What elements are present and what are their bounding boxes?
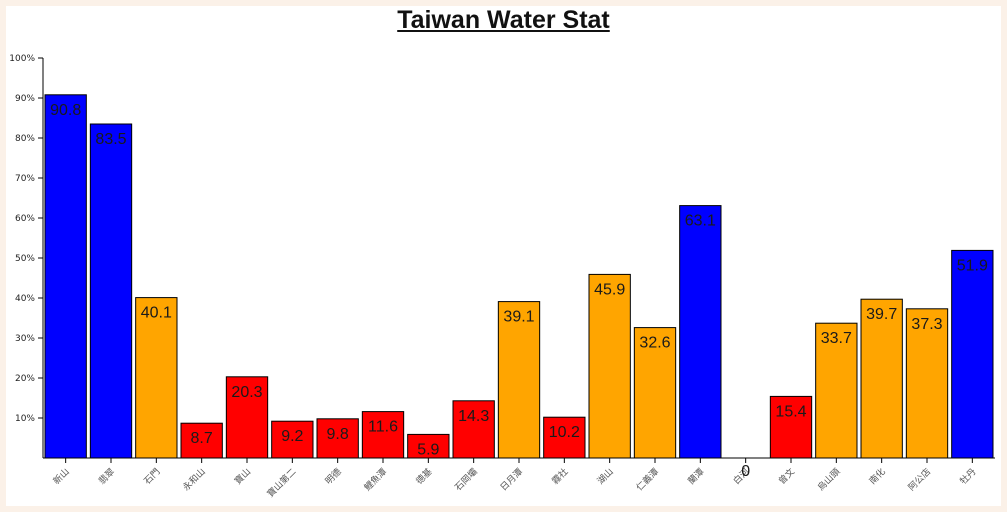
data-label: 5.9 bbox=[417, 441, 439, 458]
x-tick-label: 蘭潭 bbox=[685, 466, 706, 487]
bar-烏山頭[interactable] bbox=[815, 322, 858, 459]
y-tick-label: 50% bbox=[15, 254, 35, 264]
data-label: 0 bbox=[741, 463, 750, 480]
x-tick-label: 鯉魚潭 bbox=[362, 466, 390, 494]
y-tick-label: 20% bbox=[15, 374, 35, 384]
x-tick-label: 德基 bbox=[413, 466, 434, 487]
y-tick-label: 80% bbox=[15, 134, 35, 144]
y-tick-label: 70% bbox=[15, 174, 35, 184]
bar-日月潭[interactable] bbox=[497, 301, 541, 459]
x-tick-label: 石岡壩 bbox=[453, 466, 480, 493]
data-label: 32.6 bbox=[639, 335, 670, 352]
data-label: 45.9 bbox=[594, 281, 625, 298]
x-tick-label: 霧社 bbox=[549, 466, 570, 487]
x-tick-label: 明德 bbox=[323, 466, 344, 487]
x-tick-label: 牡丹 bbox=[957, 466, 978, 487]
x-tick-label: 烏山頭 bbox=[815, 466, 843, 494]
data-label: 8.7 bbox=[191, 430, 213, 447]
x-axis: 新山 翡翠 石門 永和山 寶山 寶山第二 明德 鯉魚潭 德基 石岡壩 日月潭 霧社 湖山 仁義潭 蘭潭 白河曾… bbox=[43, 457, 995, 500]
data-label: 9.2 bbox=[281, 428, 303, 445]
data-label: 14.3 bbox=[458, 408, 489, 425]
x-tick-label: 永和山 bbox=[180, 466, 208, 494]
data-label: 9.8 bbox=[327, 426, 349, 443]
data-label: 33.7 bbox=[821, 330, 852, 347]
x-tick-label: 仁義潭 bbox=[634, 466, 662, 494]
y-tick-label: 60% bbox=[15, 214, 35, 224]
x-tick-label: 南化 bbox=[867, 466, 888, 487]
y-tick-label: 10% bbox=[15, 414, 35, 424]
bar-永和山[interactable] bbox=[180, 422, 223, 459]
bar-霧社[interactable] bbox=[543, 416, 586, 459]
data-label: 63.1 bbox=[685, 213, 716, 230]
data-labels-group: 90.8 83.5 40.1 8.7 20.3 9.2 9.8 11.6 5.9 14.3 39.1… bbox=[50, 102, 988, 480]
y-tick-label: 40% bbox=[15, 294, 35, 304]
data-label: 10.2 bbox=[549, 424, 580, 441]
x-tick-label: 寶山 bbox=[232, 466, 253, 487]
bar-湖山[interactable] bbox=[588, 273, 631, 459]
data-label: 51.9 bbox=[957, 257, 988, 274]
bar-石岡壩[interactable] bbox=[452, 400, 495, 459]
data-label: 90.8 bbox=[50, 102, 81, 119]
data-label: 11.6 bbox=[368, 419, 398, 436]
bar-鯉魚潭[interactable] bbox=[361, 411, 405, 459]
bar-翡翠[interactable] bbox=[89, 123, 133, 459]
bar-阿公店[interactable] bbox=[905, 308, 949, 459]
data-label: 83.5 bbox=[95, 131, 126, 148]
x-tick-label: 曾文 bbox=[776, 466, 797, 487]
data-label: 20.3 bbox=[231, 384, 262, 401]
x-tick-label: 石門 bbox=[142, 466, 163, 487]
bar-新山[interactable] bbox=[44, 94, 87, 459]
bar-寶山[interactable] bbox=[225, 376, 269, 459]
data-label: 40.1 bbox=[141, 305, 172, 322]
x-tick-label: 湖山 bbox=[595, 466, 616, 487]
chart-title: Taiwan Water Stat bbox=[397, 6, 610, 34]
y-tick-label: 90% bbox=[15, 94, 35, 104]
bar-牡丹[interactable] bbox=[951, 249, 994, 459]
bar-石門[interactable] bbox=[135, 297, 178, 459]
x-tick-label: 寶山第二 bbox=[265, 466, 299, 500]
y-axis: 100% 90% 80% 70% 60% 50% 40% 30% 20% 10% bbox=[9, 54, 44, 458]
data-label: 37.3 bbox=[911, 316, 942, 333]
bar-蘭潭[interactable] bbox=[679, 205, 722, 459]
x-tick-label: 新山 bbox=[51, 466, 72, 487]
x-tick-label: 阿公店 bbox=[906, 466, 934, 494]
bar-明德[interactable] bbox=[316, 418, 359, 459]
bar-寶山第二[interactable] bbox=[271, 420, 314, 459]
data-label: 39.1 bbox=[503, 309, 534, 326]
bar-仁義潭[interactable] bbox=[633, 327, 677, 459]
y-tick-label: 100% bbox=[9, 54, 35, 64]
data-label: 15.4 bbox=[775, 403, 806, 420]
data-label: 39.7 bbox=[866, 306, 897, 323]
y-tick-label: 30% bbox=[15, 334, 35, 344]
bar-曾文[interactable] bbox=[769, 395, 813, 459]
bars-group bbox=[44, 94, 994, 459]
bar-德基[interactable] bbox=[407, 433, 450, 459]
bar-南化[interactable] bbox=[860, 298, 903, 459]
x-tick-label: 翡翠 bbox=[96, 466, 117, 487]
x-tick-label: 日月潭 bbox=[498, 466, 525, 493]
